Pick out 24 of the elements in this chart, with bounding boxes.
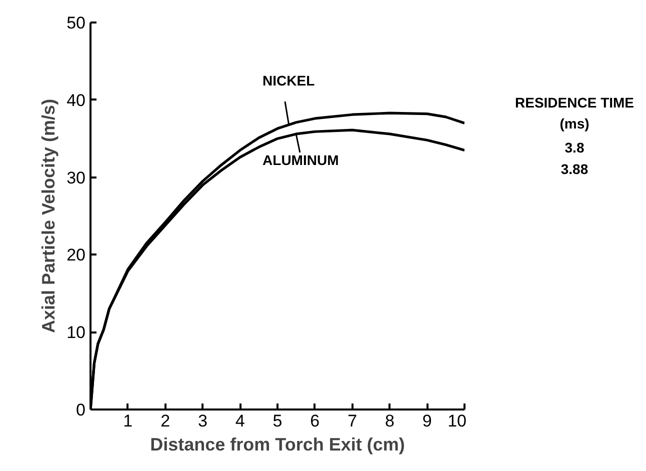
y-tick-label: 0: [76, 400, 86, 420]
legend-label: ALUMINUM: [262, 152, 339, 168]
x-tick-label: 6: [310, 412, 320, 430]
text: NICKEL: [262, 72, 316, 88]
x-tick-label: 3: [198, 412, 208, 430]
text: RESIDENCE TIME: [514, 94, 634, 111]
y-tick-label: 20: [66, 246, 86, 265]
x-tick-label: 5: [272, 412, 282, 430]
x-tick-label: 7: [348, 412, 358, 430]
y-tick-label: 40: [66, 90, 86, 110]
x-tick-label: 10: [448, 412, 467, 430]
x-tick-label: 1: [123, 412, 133, 430]
x-tick-label: 8: [384, 412, 394, 430]
y-tick-label: 50: [66, 14, 86, 32]
y-tick-label: 10: [66, 323, 86, 342]
text: (ms): [560, 116, 590, 132]
x-tick-label: 4: [235, 412, 245, 430]
text: 3.8: [564, 140, 584, 156]
x-tick-label: 2: [160, 412, 170, 430]
text: 3.88: [560, 161, 588, 178]
y-axis-title: Axial Particle Velocity (m/s): [38, 98, 59, 334]
x-tick-label: 9: [422, 412, 432, 430]
y-tick-label: 30: [66, 168, 86, 188]
x-axis-title: Distance from Torch Exit (cm): [150, 434, 405, 454]
